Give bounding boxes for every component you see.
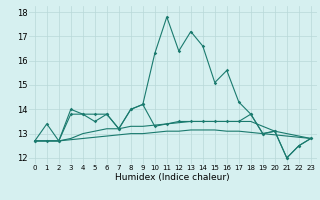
X-axis label: Humidex (Indice chaleur): Humidex (Indice chaleur) bbox=[116, 173, 230, 182]
